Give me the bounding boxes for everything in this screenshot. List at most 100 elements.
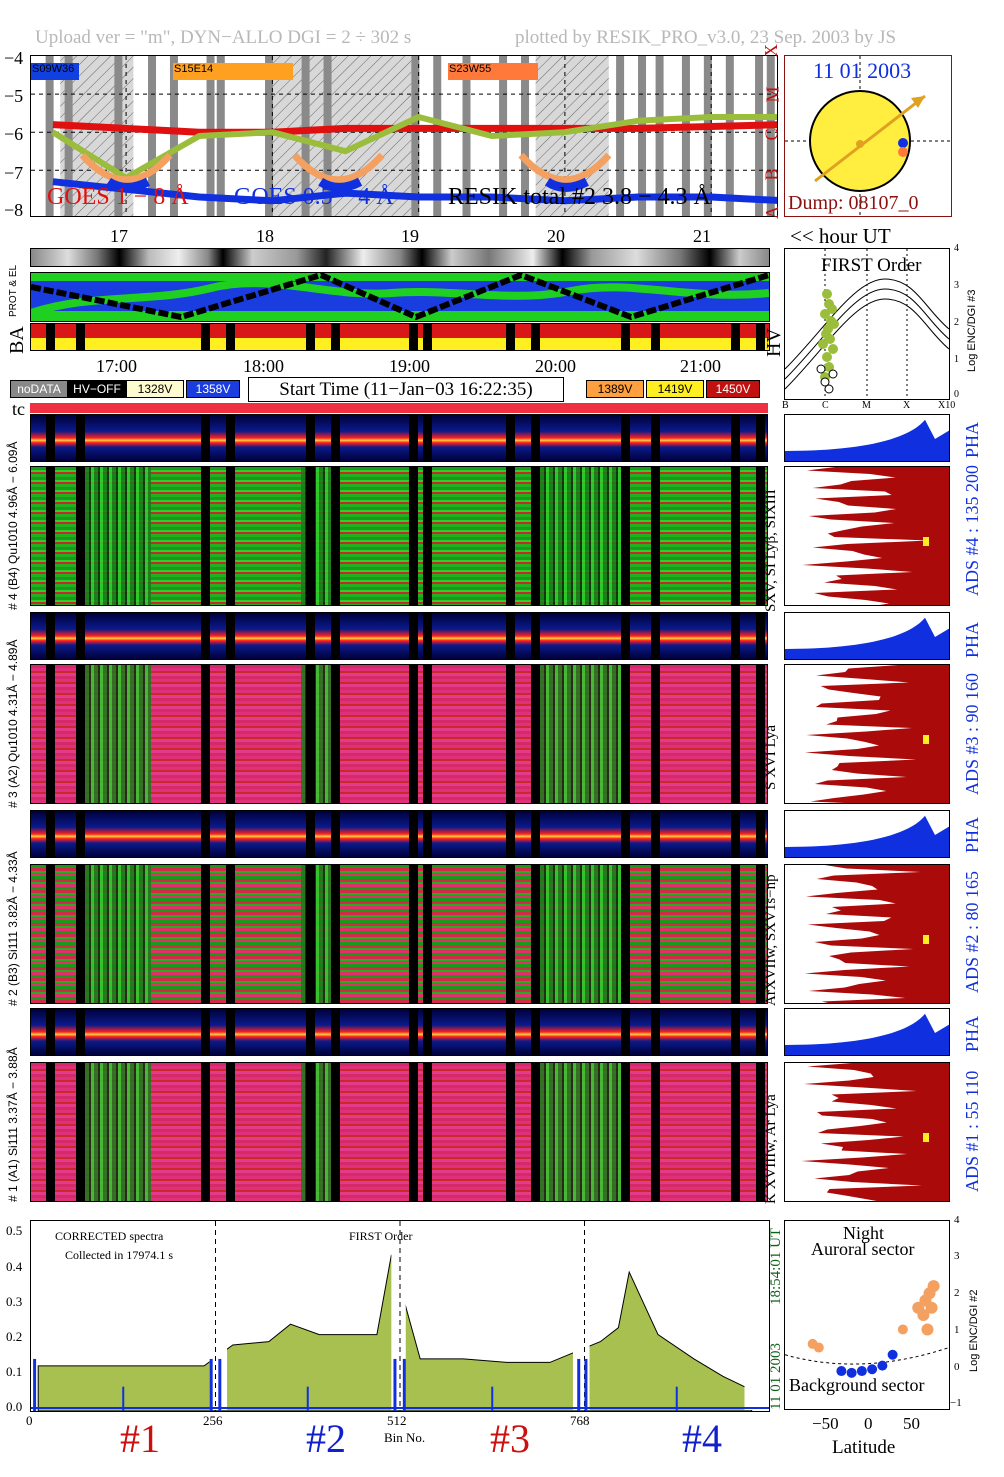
first-order-point <box>824 362 834 372</box>
fo-xtick: C <box>822 400 829 411</box>
class-label-b: B <box>761 168 782 181</box>
resik-flare-arc <box>544 177 589 192</box>
hv-off-gap <box>531 613 540 659</box>
sun-dump: Dump: 08107_0 <box>788 192 919 214</box>
latitude-panel: Night Auroral sector Background sector <box>784 1220 950 1410</box>
first-order-plot <box>785 249 949 399</box>
hv-off-gap <box>76 415 85 461</box>
first-order-point <box>821 329 831 339</box>
hv-off-gap <box>621 865 630 1003</box>
hv-off-gap <box>409 1063 418 1201</box>
fo-xtick: X10 <box>938 400 956 411</box>
lat-xtick: −50 <box>812 1414 839 1433</box>
hv-off-gap <box>531 467 540 605</box>
lat-xlabel: Latitude <box>832 1437 896 1458</box>
hv-off-gap <box>731 415 740 461</box>
hv-off-gap <box>651 811 660 857</box>
hv-off-gap <box>531 811 540 857</box>
channel-4-lines: SXV, SI Lyβ, SIXIII <box>763 489 779 612</box>
channel-gap <box>209 1221 228 1410</box>
hv-off-gap <box>756 324 765 350</box>
spec-ytick: 0.4 <box>6 1259 23 1274</box>
latitude-point <box>877 1360 888 1371</box>
fo-ytick: 0 <box>954 389 959 400</box>
hv-off-gap <box>76 865 85 1003</box>
pha-area <box>785 617 949 659</box>
prot-el-strip <box>30 272 770 322</box>
header-right: plotted by RESIK_PRO_v3.0, 23 Sep. 2003 … <box>515 27 897 48</box>
hv-off-gap <box>731 865 740 1003</box>
lat-xtick: 50 <box>903 1414 920 1433</box>
saa-band <box>462 56 471 216</box>
background-curve <box>785 1347 949 1365</box>
ads-3-label: ADS #3 : 90 160 <box>962 672 982 795</box>
hv-off-gap <box>76 665 85 803</box>
goes-ytick: −8 <box>4 200 24 220</box>
first-order-point <box>828 344 838 354</box>
resik-flare-arc <box>518 152 612 184</box>
prot-label: PROT & EL <box>8 264 19 317</box>
saa-band <box>433 56 442 216</box>
hv-off-gap <box>46 613 55 659</box>
hv-off-gap <box>621 613 630 659</box>
resik-flare-arc <box>291 152 385 184</box>
hour-tick: 21 <box>693 226 711 246</box>
class-label-x: X <box>761 44 781 57</box>
channel-spectrogram <box>30 466 768 606</box>
hv-off-gap <box>423 811 432 857</box>
spec-xtick: 0 <box>26 1413 33 1428</box>
saa-band <box>703 56 712 216</box>
class-label-a: A <box>762 206 782 219</box>
ads-histogram <box>784 1062 950 1202</box>
hv-off-gap <box>409 415 418 461</box>
hv-off-gap <box>506 665 515 803</box>
hour-mid-tick: 17:00 <box>96 356 138 376</box>
saa-band <box>148 56 157 216</box>
saa-band <box>681 56 690 216</box>
spectrum-note-2: Collected in 17974.1 s <box>65 1248 173 1262</box>
spectrum-order: FIRST Order <box>349 1229 413 1243</box>
hv-off-gap <box>651 415 660 461</box>
hv-off-gap <box>46 324 55 350</box>
latitude-point <box>813 1342 824 1353</box>
hv-off-gap <box>46 665 55 803</box>
first-order-point <box>827 304 837 314</box>
hv-off-gap <box>651 1063 660 1201</box>
hv-off-gap <box>226 415 235 461</box>
saa-band <box>265 56 274 216</box>
channel-1-label: #1 <box>120 1416 160 1461</box>
hv-off-gap <box>731 811 740 857</box>
quiet-band <box>531 665 621 803</box>
fo-ytick: 4 <box>954 243 959 254</box>
hv-off-gap <box>531 865 540 1003</box>
hv-off-gap <box>756 865 765 1003</box>
fo-xtick: M <box>862 400 871 411</box>
hv-off-gap <box>731 467 740 605</box>
hv-off-gap <box>76 811 85 857</box>
hv-off-gap <box>506 1009 515 1055</box>
hv-off-gap <box>531 665 540 803</box>
hv-off-gap <box>331 865 340 1003</box>
sun-date: 11 01 2003 <box>813 58 912 83</box>
fo-xtick: B <box>782 400 789 411</box>
lat-ylabel: Log ENC/DGI #2 <box>968 1289 980 1372</box>
spectrum-panel: CORRECTED spectra Collected in 17974.1 s… <box>30 1220 770 1412</box>
hv-off-gap <box>306 467 315 605</box>
saa-band <box>64 56 73 216</box>
pha-area <box>785 419 949 461</box>
hv-off-gap <box>506 324 515 350</box>
fo-ytick: 2 <box>954 317 959 328</box>
saa-band <box>323 56 332 216</box>
hv-off-gap <box>76 467 85 605</box>
ads-histogram <box>784 664 950 804</box>
hv-off-gap <box>731 613 740 659</box>
pha-label: PHA <box>962 816 982 853</box>
lat-xtick: 0 <box>864 1414 873 1433</box>
latitude-point <box>887 1349 898 1360</box>
pha-histogram <box>784 1008 950 1056</box>
ads-area <box>804 865 949 1003</box>
hv-off-gap <box>201 1063 210 1201</box>
goes-ytick: −5 <box>4 86 24 106</box>
lat-ytick: 1 <box>954 1324 960 1336</box>
hv-off-gap <box>331 1009 340 1055</box>
